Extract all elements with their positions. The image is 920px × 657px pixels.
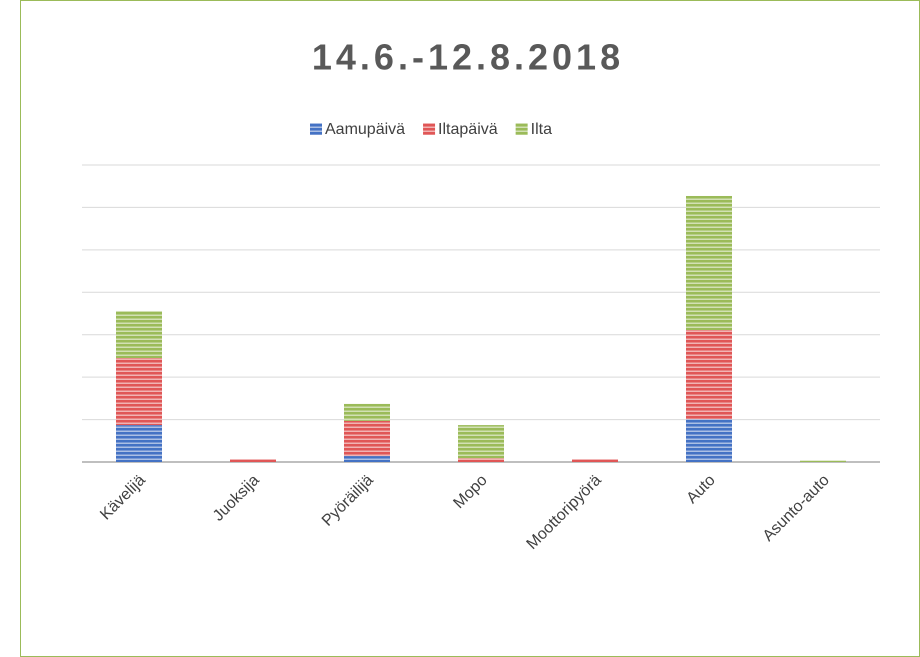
bar-segment xyxy=(800,460,846,462)
legend-label: Aamupäivä xyxy=(325,121,405,138)
bar-segment xyxy=(458,458,504,462)
bar-segment xyxy=(686,330,732,420)
bar-segment xyxy=(230,459,276,462)
bar-segment xyxy=(686,419,732,462)
bar-segment xyxy=(458,425,504,459)
bar-segment xyxy=(344,403,390,421)
bar-segment xyxy=(344,420,390,457)
chart-title: 14.6.-12.8.2018 xyxy=(312,37,624,78)
bar-segment xyxy=(116,310,162,359)
legend-swatch xyxy=(310,123,322,135)
bar-segment xyxy=(686,195,732,331)
legend-label: Ilta xyxy=(531,121,552,138)
bar-segment xyxy=(572,459,618,462)
legend-swatch xyxy=(423,123,436,135)
legend-label: Iltapäivä xyxy=(438,121,498,138)
bar-segment xyxy=(116,358,162,426)
bar-segment xyxy=(116,425,162,462)
legend-swatch xyxy=(515,123,528,135)
chart-frame xyxy=(20,0,920,657)
bar-segment xyxy=(344,456,390,462)
